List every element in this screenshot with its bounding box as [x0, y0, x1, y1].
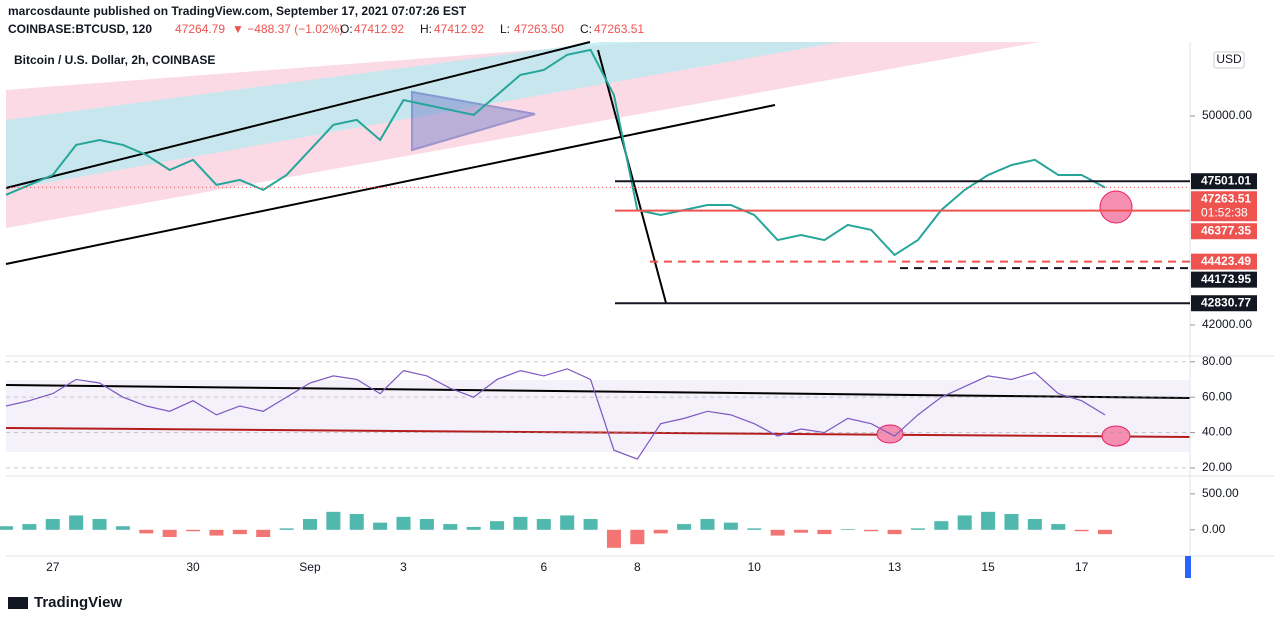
macd-bar: [349, 513, 364, 530]
macd-bar: [630, 529, 645, 545]
macd-bar: [69, 515, 84, 530]
macd-bar: [723, 522, 738, 530]
macd-bar: [606, 529, 621, 548]
ohlc-label: H:: [420, 22, 432, 36]
macd-bar: [45, 519, 60, 530]
macd-bar: [302, 519, 317, 530]
x-tick-label: 17: [1075, 560, 1089, 574]
macd-bar: [22, 524, 37, 530]
chart-title: Bitcoin / U.S. Dollar, 2h, COINBASE: [14, 53, 215, 67]
macd-bar: [513, 516, 528, 530]
y-tick-label: 0.00: [1202, 522, 1226, 536]
macd-bar: [560, 515, 575, 530]
change: ▼ −488.37 (−1.02%): [232, 22, 343, 36]
price-label-box: [1191, 253, 1257, 270]
macd-bar: [419, 519, 434, 530]
macd-bar: [162, 529, 177, 538]
y-tick-label: 20.00: [1202, 460, 1232, 474]
y-tick-label: 40.00: [1202, 425, 1232, 439]
brand: TradingView: [34, 594, 122, 611]
price-label: 47263.51: [1201, 191, 1251, 205]
price-line: [5, 48, 1106, 257]
macd-bar: [910, 528, 925, 530]
macd-bar: [443, 524, 458, 530]
macd-bar: [326, 511, 341, 530]
x-tick-label: 6: [540, 560, 547, 574]
y-tick-label: 500.00: [1202, 486, 1239, 500]
ohlc-label: C:: [580, 22, 592, 36]
x-tick-label: 30: [186, 560, 200, 574]
macd-bar: [864, 529, 879, 532]
price-label-box: [1191, 173, 1257, 190]
macd-bar: [536, 519, 551, 530]
ohlc-value: 47263.51: [594, 22, 644, 36]
price-label-box: [1191, 295, 1257, 312]
macd-bar: [92, 519, 107, 530]
macd-bar: [1097, 529, 1113, 535]
macd-bar: [887, 529, 902, 535]
macd-bar: [466, 526, 481, 530]
macd-bar: [232, 529, 247, 535]
x-tick-label: 15: [981, 560, 995, 574]
price-timer: 01:52:38: [1201, 205, 1248, 219]
price-label: 42830.77: [1201, 295, 1251, 309]
macd-bar: [256, 529, 271, 538]
macd-bar: [209, 529, 224, 536]
y-tick-label: 60.00: [1202, 389, 1232, 403]
x-tick-label: 13: [888, 560, 902, 574]
macd-bar: [981, 511, 996, 530]
ohlc-value: 47412.92: [434, 22, 484, 36]
y-tick-label: 50000.00: [1202, 108, 1252, 122]
macd-bar: [279, 528, 294, 530]
last-price: 47264.79: [175, 22, 225, 36]
macd-bar: [840, 529, 855, 530]
ohlc-label: O:: [340, 22, 353, 36]
macd-bar: [396, 516, 411, 530]
macd-bar: [817, 529, 832, 535]
price-label: 44173.95: [1201, 272, 1251, 286]
macd-bar: [139, 529, 154, 534]
ohlc-value: 47263.50: [514, 22, 564, 36]
x-tick-label: 27: [46, 560, 60, 574]
macd-bar: [373, 522, 388, 530]
macd-bar: [1051, 524, 1066, 530]
price-label-box: [1191, 191, 1257, 222]
macd-bar: [934, 521, 949, 530]
x-tick-label: Sep: [299, 560, 321, 574]
price-label: 46377.35: [1201, 223, 1251, 237]
x-tick-label: 8: [634, 560, 641, 574]
macd-bar: [115, 526, 130, 530]
y-tick-label: 42000.00: [1202, 317, 1252, 331]
symbol: COINBASE:BTCUSD, 120: [8, 22, 152, 36]
macd-bar: [1004, 513, 1019, 530]
x-tick-label: 3: [400, 560, 407, 574]
macd-bar: [186, 529, 201, 532]
publisher: marcosdaunte published on TradingView.co…: [8, 4, 467, 18]
macd-bar: [0, 526, 14, 530]
macd-bar: [653, 529, 668, 534]
macd-bar: [583, 519, 598, 530]
ohlc-label: L:: [500, 22, 510, 36]
price-label-box: [1191, 223, 1257, 240]
macd-bar: [957, 515, 972, 530]
currency: USD: [1216, 52, 1242, 66]
macd-bar: [1027, 519, 1042, 530]
ohlc-value: 47412.92: [354, 22, 404, 36]
price-label-box: [1191, 271, 1257, 288]
macd-bar: [677, 524, 692, 530]
drawings: [5, 41, 1274, 580]
macd-bar: [794, 529, 809, 533]
macd-bar: [770, 529, 785, 536]
macd-bar: [700, 519, 715, 530]
macd-bar: [1074, 529, 1089, 532]
macd-bar: [747, 528, 762, 530]
price-label: 47501.01: [1201, 173, 1251, 187]
y-tick-label: 80.00: [1202, 354, 1232, 368]
x-tick-label: 10: [748, 560, 762, 574]
rsi-line: [5, 368, 1106, 460]
macd-bar: [490, 521, 505, 530]
price-label: 44423.49: [1201, 254, 1251, 268]
